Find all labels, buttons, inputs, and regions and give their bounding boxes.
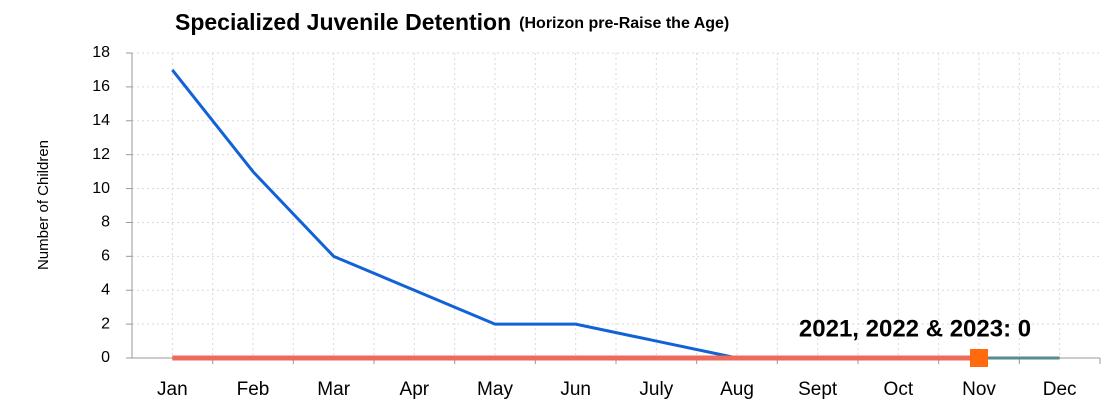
y-axis-label: Number of Children bbox=[35, 140, 52, 270]
y-tick-label: 18 bbox=[92, 44, 110, 61]
x-tick-label: Apr bbox=[400, 379, 430, 400]
y-tick-label: 16 bbox=[92, 78, 110, 95]
x-tick-label: Jun bbox=[560, 379, 591, 400]
y-tick-label: 0 bbox=[101, 349, 110, 366]
x-tick-label: Sept bbox=[798, 379, 838, 400]
y-tick-label: 14 bbox=[92, 112, 110, 129]
x-tick-label: Mar bbox=[317, 379, 350, 400]
x-tick-label: May bbox=[477, 379, 513, 400]
x-tick-label: Jan bbox=[157, 379, 188, 400]
x-tick-label: Aug bbox=[720, 379, 754, 400]
y-tick-label: 4 bbox=[101, 281, 110, 298]
x-tick-label: July bbox=[639, 379, 673, 400]
x-tick-label: Oct bbox=[884, 379, 914, 400]
chart-title: Specialized Juvenile Detention bbox=[175, 9, 511, 35]
y-tick-label: 6 bbox=[101, 248, 110, 265]
y-tick-label: 8 bbox=[101, 214, 110, 231]
y-tick-label: 12 bbox=[92, 146, 110, 163]
chart-subtitle: (Horizon pre-Raise the Age) bbox=[519, 15, 729, 32]
y-tick-label: 10 bbox=[92, 180, 110, 197]
x-tick-label: Nov bbox=[962, 379, 996, 400]
y-tick-label: 2 bbox=[101, 315, 110, 332]
x-tick-label: Dec bbox=[1043, 379, 1077, 400]
series-line bbox=[171, 69, 738, 360]
point-marker bbox=[970, 349, 988, 367]
chart-title-line: Specialized Juvenile Detention (Horizon p… bbox=[175, 9, 729, 35]
annotation: 2021, 2022 & 2023: 0 bbox=[799, 315, 1031, 342]
x-tick-label: Feb bbox=[237, 379, 270, 400]
